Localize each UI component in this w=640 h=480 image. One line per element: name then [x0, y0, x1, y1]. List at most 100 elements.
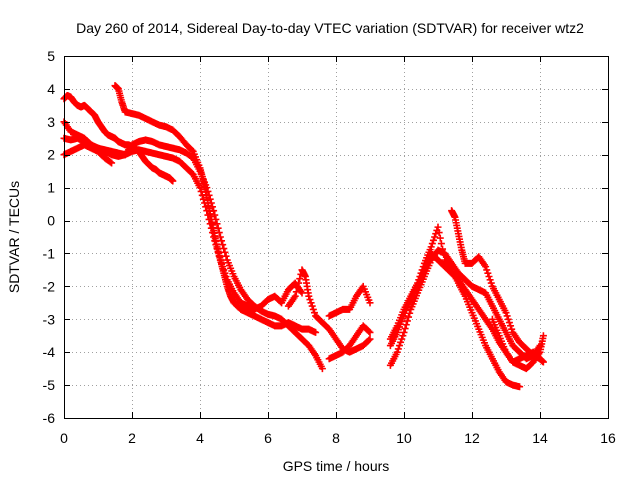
data-point	[215, 252, 223, 260]
data-point	[365, 327, 373, 335]
data-point	[210, 207, 218, 215]
y-tick-label: -5	[43, 377, 56, 393]
data-point	[429, 236, 437, 244]
data-point	[204, 211, 212, 219]
data-point	[216, 256, 224, 264]
data-point	[296, 275, 304, 283]
series-trace-7	[325, 282, 374, 320]
data-point	[307, 299, 315, 307]
y-tick-label: 3	[47, 114, 55, 130]
data-point	[188, 146, 196, 154]
data-point	[486, 276, 494, 284]
data-point	[414, 279, 422, 287]
axis-ticks	[64, 56, 609, 419]
data-point	[394, 345, 402, 353]
x-tick-label: 2	[128, 430, 136, 446]
data-point	[405, 313, 413, 321]
data-point	[208, 203, 216, 211]
data-point	[502, 309, 510, 317]
data-point	[293, 283, 301, 291]
data-point	[310, 309, 318, 317]
x-tick-labels: 0 2 4 6 8 10 12 14 16	[60, 430, 616, 446]
x-tick-label: 4	[196, 430, 204, 446]
data-point	[215, 229, 223, 237]
data-point	[305, 292, 313, 300]
data-point	[212, 241, 220, 249]
data-point	[437, 240, 445, 248]
data-point	[366, 335, 374, 343]
data-point	[213, 220, 221, 228]
y-tick-label: 1	[47, 180, 55, 196]
y-tick-label: -3	[43, 311, 56, 327]
data-point	[108, 159, 116, 167]
data-point	[306, 296, 314, 304]
y-axis-label: SDTVAR / TECUs	[6, 181, 22, 293]
data-point	[434, 223, 442, 231]
data-point	[397, 338, 405, 346]
data-point	[439, 245, 447, 253]
data-point	[196, 184, 204, 192]
series-trace-11	[386, 223, 524, 391]
data-point	[505, 319, 513, 327]
data-point	[503, 312, 511, 320]
data-point	[205, 215, 213, 223]
data-point	[366, 328, 374, 336]
data-point	[220, 266, 228, 274]
data-point	[400, 328, 408, 336]
data-point	[220, 245, 228, 253]
chart-title: Day 260 of 2014, Sidereal Day-to-day VTE…	[76, 20, 584, 36]
data-point	[216, 233, 224, 241]
x-tick-label: 6	[264, 430, 272, 446]
data-point	[431, 233, 439, 241]
data-point	[211, 211, 219, 219]
data-point	[106, 158, 114, 166]
data-point	[318, 365, 326, 373]
data-point	[199, 195, 207, 203]
series-trace-6	[284, 266, 374, 356]
y-tick-label: 2	[47, 147, 55, 163]
data-point	[206, 195, 214, 203]
data-point	[204, 187, 212, 195]
data-point	[202, 203, 210, 211]
data-point	[398, 335, 406, 343]
y-tick-label: -1	[43, 245, 56, 261]
x-tick-label: 14	[532, 430, 548, 446]
data-point	[198, 191, 206, 199]
data-point	[487, 279, 495, 287]
data-point	[197, 187, 205, 195]
data-point	[218, 237, 226, 245]
data-point	[222, 272, 230, 280]
x-tick-label: 10	[396, 430, 412, 446]
data-point	[507, 322, 515, 330]
data-point	[516, 383, 524, 391]
x-axis-label: GPS time / hours	[283, 458, 390, 474]
data-point	[212, 215, 220, 223]
series-trace-5	[60, 141, 116, 167]
data-point	[435, 229, 443, 237]
x-tick-label: 8	[332, 430, 340, 446]
data-point	[308, 302, 316, 310]
data-point	[415, 276, 423, 284]
data-point	[292, 288, 300, 296]
data-point	[428, 240, 436, 248]
data-point	[393, 348, 401, 356]
y-tick-label: -4	[43, 344, 56, 360]
series-trace-8	[325, 322, 374, 363]
data-point	[312, 328, 320, 336]
y-tick-label: 4	[47, 81, 55, 97]
data-point	[484, 269, 492, 277]
data-point	[432, 230, 440, 238]
data-point	[208, 229, 216, 237]
data-point	[207, 199, 215, 207]
data-point	[203, 184, 211, 192]
data-point	[214, 224, 222, 232]
data-point	[222, 252, 230, 260]
series-trace-9	[386, 246, 544, 369]
data-point	[214, 248, 222, 256]
data-point	[419, 263, 427, 271]
data-point	[203, 207, 211, 215]
data-point	[201, 199, 209, 207]
series-trace-12	[448, 207, 544, 363]
data-point	[206, 220, 214, 228]
